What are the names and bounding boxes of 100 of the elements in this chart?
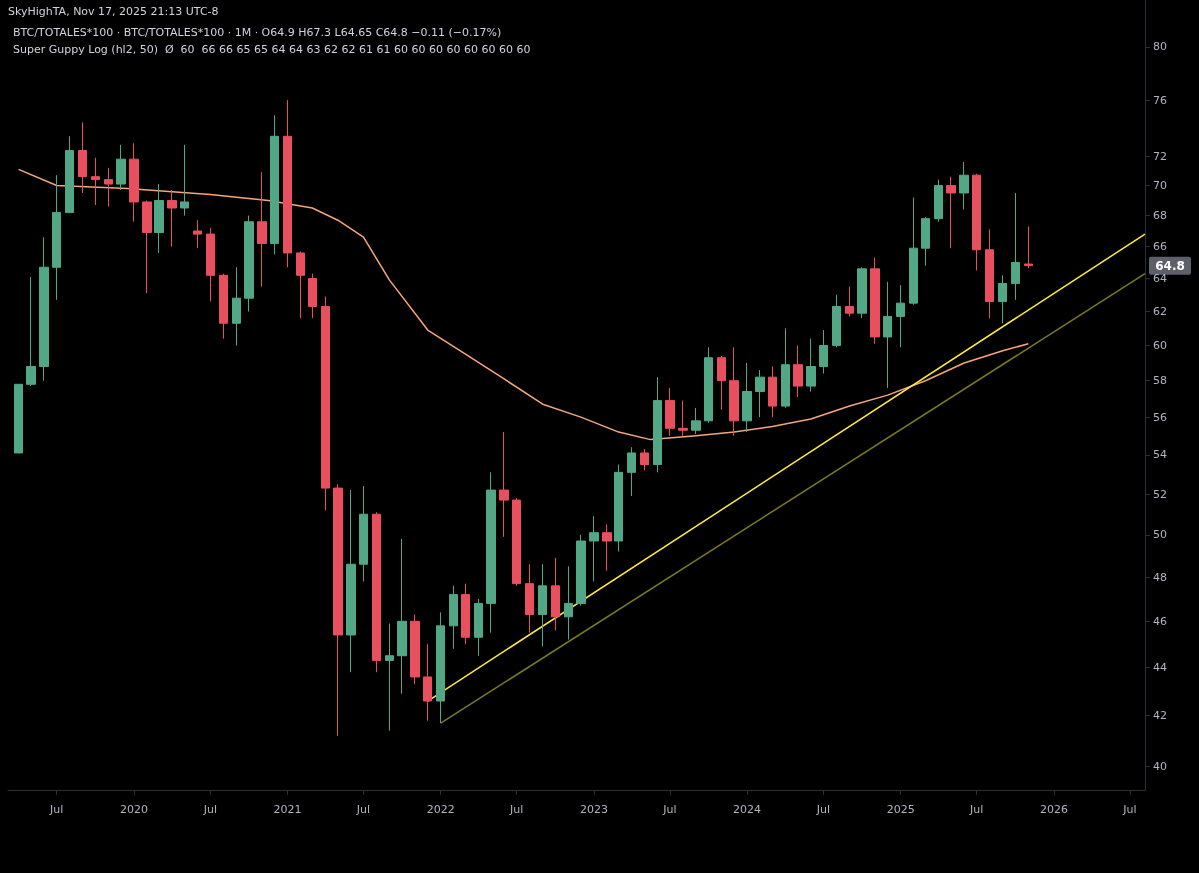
candlestick — [883, 281, 892, 389]
y-tick-label: 46 — [1153, 614, 1167, 628]
y-tick-label: 76 — [1153, 93, 1167, 107]
candlestick — [219, 273, 228, 340]
candlestick — [154, 183, 164, 254]
y-tick-label: 40 — [1153, 759, 1167, 773]
x-tick-label: 2021 — [273, 803, 302, 816]
candlestick — [26, 276, 36, 387]
y-tick-label: 56 — [1153, 410, 1167, 424]
candlestick — [193, 219, 202, 249]
y-tick-label: 58 — [1153, 374, 1167, 388]
candlestick — [385, 623, 394, 732]
candlestick — [436, 611, 445, 724]
candlestick — [142, 199, 152, 294]
candlestick — [410, 614, 420, 685]
candlestick — [296, 250, 305, 319]
candlestick — [665, 387, 675, 437]
candlestick — [972, 173, 981, 271]
candlestick — [691, 407, 701, 435]
candlestick — [78, 121, 87, 194]
y-tick-label: 52 — [1153, 487, 1167, 501]
candlestick — [640, 448, 649, 471]
y-tick-label: 62 — [1153, 304, 1167, 318]
candlestick — [449, 585, 458, 650]
line-series — [17, 168, 1030, 441]
candlestick — [653, 376, 662, 473]
candlestick — [333, 483, 343, 737]
y-tick-label: 50 — [1153, 528, 1167, 542]
candlestick — [1011, 192, 1020, 301]
x-tick-label: 2025 — [886, 803, 915, 816]
candlestick — [959, 161, 969, 211]
candlestick — [832, 294, 841, 348]
y-tick-label: 42 — [1153, 709, 1167, 723]
candlestick — [998, 274, 1007, 324]
candlestick — [896, 284, 905, 348]
candlestick — [65, 135, 74, 214]
y-tick-label: 64 — [1153, 272, 1167, 286]
x-tick-label: Jul — [509, 803, 524, 816]
candlestick — [461, 583, 470, 645]
candlestick — [538, 563, 547, 647]
x-tick-label: 2023 — [579, 803, 608, 816]
candlestick — [870, 257, 880, 345]
x-tick-label: Jul — [1122, 803, 1137, 816]
candlestick — [857, 266, 867, 319]
candlestick — [257, 171, 267, 288]
x-tick-label: 2026 — [1039, 803, 1068, 816]
candlestick — [232, 266, 241, 347]
candlestick — [551, 557, 560, 631]
candlestick — [946, 176, 956, 249]
candlestick — [704, 346, 713, 424]
candlestick — [845, 286, 854, 318]
candlestick — [167, 189, 177, 248]
candlestick — [576, 534, 586, 607]
candlestick — [116, 144, 126, 191]
candlestick — [39, 236, 49, 382]
text: Super Guppy Log (hl2, 50) Ø 60 66 66 65 65 64 64 63 62 62 61 61 60 60 60 60 60 60 60 60 — [13, 43, 531, 56]
x-tick-label: Jul — [815, 803, 831, 816]
text: BTC/TOTALES*100 · BTC/TOTALES*100 · 1M · O64.9 H67.3 L64.65 C64.8 −0.11 (−0.17%) — [13, 26, 502, 39]
candlestick — [755, 369, 765, 418]
candlestick — [768, 366, 777, 418]
candlestick — [627, 446, 636, 497]
candlestick — [104, 167, 113, 207]
y-tick-label: 80 — [1153, 40, 1167, 54]
candlestick — [129, 142, 139, 223]
candlestick — [819, 329, 828, 375]
y-tick-label: 54 — [1153, 448, 1167, 462]
candlestick — [1024, 225, 1033, 269]
candlestick — [52, 174, 61, 301]
candlestick — [14, 383, 23, 454]
x-tick-label: Jul — [355, 803, 371, 816]
candlestick — [512, 497, 521, 587]
y-tick-label: 66 — [1153, 240, 1167, 254]
y-tick-label: 72 — [1153, 149, 1167, 163]
x-tick-label: 2020 — [119, 803, 148, 816]
candlestick — [614, 464, 623, 553]
candlestick — [346, 489, 356, 673]
y-tick-label: 70 — [1153, 179, 1167, 193]
candlestick — [499, 431, 509, 538]
candlestick — [206, 227, 215, 302]
candlestick — [602, 523, 612, 572]
y-tick-label: 68 — [1153, 209, 1167, 223]
candlestick — [742, 362, 752, 433]
candlestick — [564, 565, 573, 641]
candlestick — [397, 538, 407, 695]
candlestick — [934, 179, 943, 223]
y-tick-label: 60 — [1153, 339, 1167, 353]
candlestick — [372, 511, 381, 673]
candlestick — [270, 114, 279, 255]
candlestick — [921, 216, 930, 267]
candlestick — [359, 485, 368, 582]
x-tick-label: Jul — [969, 803, 984, 816]
candlestick — [717, 355, 726, 411]
x-tick-label: 2022 — [426, 803, 455, 816]
candlestick — [423, 643, 432, 722]
y-tick-label: 44 — [1153, 660, 1167, 674]
x-tick-label: 2024 — [733, 803, 762, 816]
x-tick-label: Jul — [662, 803, 677, 816]
candlestick — [806, 338, 816, 393]
candlestick — [589, 515, 599, 582]
candlestick — [678, 400, 688, 437]
